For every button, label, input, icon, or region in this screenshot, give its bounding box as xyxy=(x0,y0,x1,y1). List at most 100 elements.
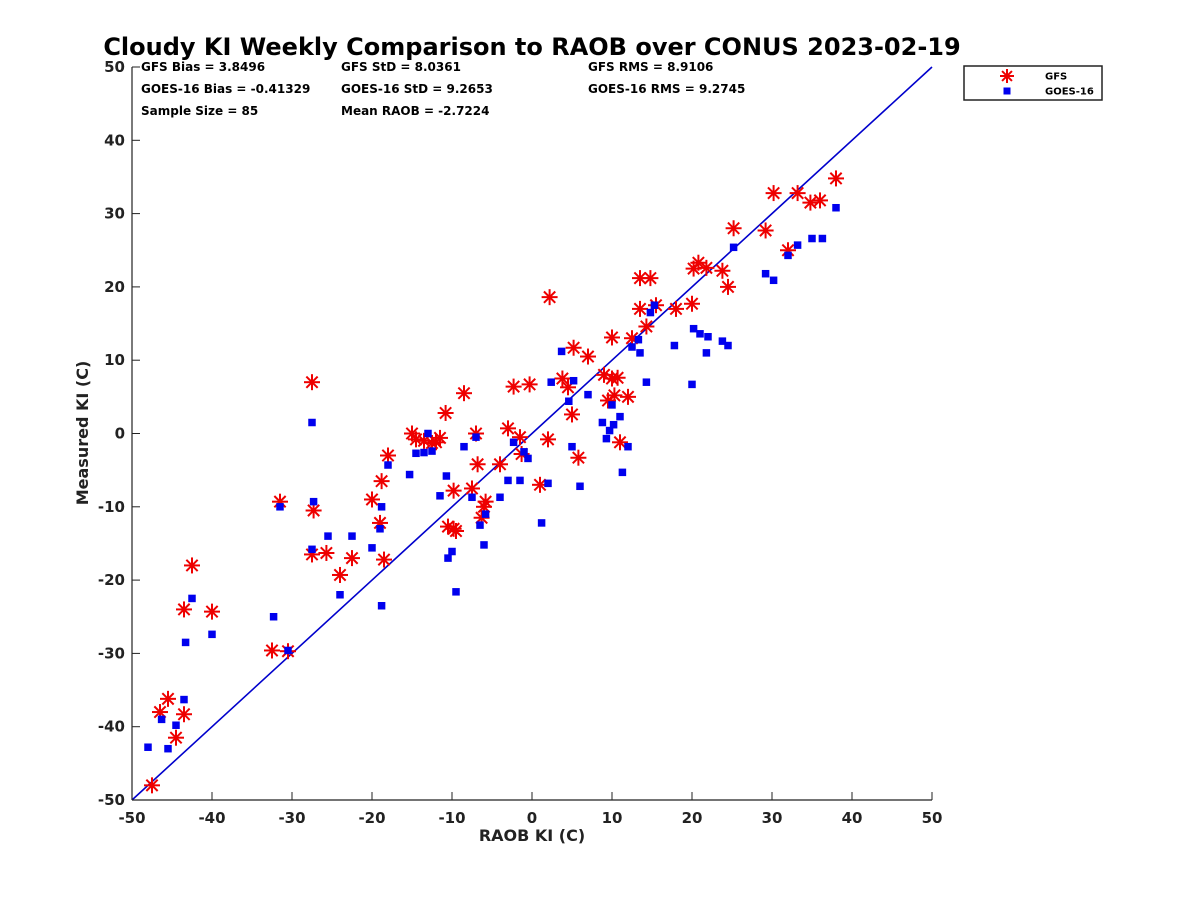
gfs-point xyxy=(344,550,360,567)
gfs-point-stroke xyxy=(721,280,735,294)
goes16-point xyxy=(308,545,316,554)
gfs-point-stroke xyxy=(507,380,520,393)
x-tick-label: -30 xyxy=(278,809,305,827)
goes16-point xyxy=(377,602,386,610)
goes16-point xyxy=(428,447,436,455)
gfs-point-stroke xyxy=(633,271,647,285)
goes16-point xyxy=(576,482,584,491)
gfs-point xyxy=(376,551,392,568)
goes16-point xyxy=(460,442,468,451)
chart-title: Cloudy KI Weekly Comparison to RAOB over… xyxy=(103,33,960,61)
goes16-point xyxy=(624,442,632,451)
goes16-point xyxy=(650,301,659,309)
goes16-point xyxy=(537,519,546,527)
legend-gfs-marker xyxy=(1000,69,1014,83)
y-tick-label: -20 xyxy=(98,571,125,589)
gfs-point-stroke xyxy=(644,271,657,285)
goes16-point xyxy=(634,335,643,344)
goes16-point xyxy=(276,503,284,511)
goes16-point xyxy=(729,243,738,252)
gfs-point-stroke xyxy=(669,302,683,316)
goes16-point xyxy=(481,510,490,518)
goes16-point xyxy=(642,378,651,386)
goes16-point xyxy=(688,380,696,389)
legend: GFS GOES-16 xyxy=(963,65,1103,101)
goes16-point xyxy=(608,401,616,409)
gfs-point-stroke xyxy=(759,224,772,237)
gfs-point xyxy=(765,185,782,202)
gfs-point-stroke xyxy=(685,297,699,311)
gfs-point xyxy=(184,557,200,574)
goes16-point xyxy=(569,376,578,385)
gfs-point xyxy=(612,434,628,451)
gfs-point-stroke xyxy=(205,605,219,618)
gfs-point-stroke xyxy=(375,474,388,488)
goes16-point xyxy=(520,448,528,456)
gfs-series xyxy=(144,170,844,794)
goes16-point xyxy=(368,544,376,552)
goes16-point xyxy=(565,397,573,405)
gfs-point xyxy=(160,690,176,707)
x-tick-label: 30 xyxy=(762,809,783,827)
gfs-point xyxy=(565,339,582,356)
gfs-point xyxy=(698,259,715,276)
gfs-point-stroke xyxy=(320,546,333,560)
goes16-point xyxy=(605,426,614,435)
gfs-point xyxy=(632,270,648,287)
gfs-point-stroke xyxy=(640,320,653,333)
goes16-point xyxy=(452,588,460,596)
goes16-point xyxy=(646,308,655,317)
goes16-point xyxy=(308,418,316,427)
goes16-point xyxy=(524,454,532,463)
gfs-point-stroke xyxy=(465,482,479,495)
x-tick-label: -20 xyxy=(358,809,385,827)
gfs-point-stroke xyxy=(333,568,347,582)
goes16-point xyxy=(724,341,732,350)
gfs-point xyxy=(564,406,580,423)
x-tick-label: 10 xyxy=(602,809,623,827)
x-tick-label: -50 xyxy=(118,809,145,827)
goes16-point xyxy=(636,349,644,357)
gfs-point-stroke xyxy=(565,408,579,421)
gfs-point xyxy=(684,295,700,312)
y-tick-label: -30 xyxy=(98,644,125,662)
goes16-point xyxy=(472,433,480,441)
y-tick-label: 20 xyxy=(104,278,125,296)
y-tick-label: 0 xyxy=(115,425,125,443)
goes16-point xyxy=(436,492,444,500)
gfs-point xyxy=(469,456,486,473)
gfs-point-stroke xyxy=(345,551,359,565)
stat-text: GFS RMS = 8.9106 xyxy=(588,60,713,74)
legend-box xyxy=(963,65,1103,101)
goes16-point xyxy=(336,591,344,599)
gfs-point xyxy=(437,404,454,421)
gfs-point xyxy=(380,447,396,464)
y-tick-label: -10 xyxy=(98,498,125,516)
goes16-point xyxy=(412,449,420,458)
gfs-point xyxy=(638,318,655,335)
reference-line xyxy=(131,66,933,801)
legend-label: GFS xyxy=(1045,72,1067,83)
goes16-point xyxy=(468,493,476,502)
goes16-point xyxy=(702,349,711,357)
goes16-point xyxy=(324,532,332,540)
goes16-series xyxy=(144,203,840,753)
goes16-point xyxy=(602,434,611,443)
gfs-point xyxy=(620,388,636,405)
gfs-point-stroke xyxy=(457,386,471,400)
goes16-point xyxy=(384,461,392,469)
y-tick-label: -50 xyxy=(98,791,125,809)
goes16-point xyxy=(769,276,778,285)
gfs-point-stroke xyxy=(447,484,460,498)
gfs-point-stroke xyxy=(804,196,817,209)
gfs-point-stroke xyxy=(265,644,279,657)
goes16-point xyxy=(618,468,627,477)
x-tick-label: 40 xyxy=(842,809,863,827)
goes16-point xyxy=(808,234,816,243)
goes16-point xyxy=(584,390,592,399)
gfs-point xyxy=(812,192,828,209)
gfs-point-stroke xyxy=(541,433,555,446)
gfs-point-stroke xyxy=(439,406,452,420)
stat-text: Sample Size = 85 xyxy=(141,104,258,118)
goes16-point xyxy=(208,630,216,639)
